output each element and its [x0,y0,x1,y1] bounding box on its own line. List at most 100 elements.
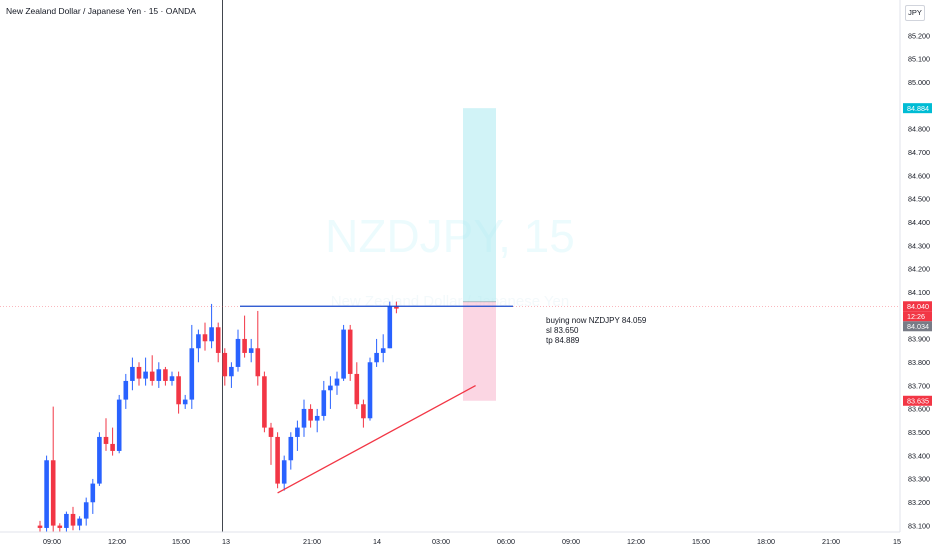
candle-body [189,348,195,400]
price-tick-label: 83.500 [908,428,930,437]
candle-body [347,329,353,374]
candle [44,455,49,532]
target-price-label-text: 84.884 [907,104,929,113]
candle-body [295,427,300,437]
stop-zone[interactable] [463,301,496,401]
candle-body [314,415,320,421]
candle [328,376,333,409]
candle-body [176,376,181,405]
candle-body [143,371,148,379]
candle [163,366,168,386]
symbol-title[interactable]: New Zealand Dollar / Japanese Yen · 15 ·… [6,6,196,16]
candle-body [116,399,122,451]
candle [130,357,135,391]
price-tick-label: 84.200 [908,265,930,274]
candle-body [341,329,346,379]
candle [380,334,386,363]
candle-body [387,306,393,349]
stop-price-label-text: 83.635 [907,396,929,405]
long-position-zones[interactable] [463,108,496,401]
note-line: sl 83.650 [546,326,579,335]
candle-body [64,513,69,528]
candle [215,322,221,363]
candle-body [57,525,63,528]
candle [176,371,181,414]
candle-body [235,338,241,367]
candle-body [380,348,386,353]
time-tick-label: 09:00 [43,537,61,546]
bar-countdown-label-bg [903,311,932,322]
candle [235,329,241,372]
time-tick-label: 15:00 [172,537,190,546]
note-line: tp 84.889 [546,336,580,345]
price-tick-label: 85.000 [908,78,930,87]
time-tick-label: 12:00 [627,537,645,546]
candle [189,324,195,409]
trend-line[interactable] [277,385,476,494]
candle-body [367,362,373,419]
candles-layer [37,301,399,532]
candle-body [182,399,188,405]
target-zone[interactable] [463,108,496,302]
price-tick-label: 84.400 [908,218,930,227]
candle [116,394,122,454]
time-tick-label: 12:00 [108,537,126,546]
candle [143,357,148,386]
candle-body [334,378,340,386]
price-tick-label: 83.700 [908,381,930,390]
candle-body [202,334,208,342]
time-tick-label: 15:00 [692,537,710,546]
candle-body [156,369,162,381]
candle [288,432,294,470]
price-tick-label: 83.100 [908,521,930,530]
candle-body [136,366,142,379]
candle [182,394,188,409]
bar-countdown-label-text: 12:26 [907,312,925,321]
candle [387,301,393,349]
position-note[interactable]: buying now NZDJPY 84.059 sl 83.650 tp 84… [546,316,647,345]
bar-countdown-label: 12:26 [903,311,932,322]
candle [374,338,379,367]
candle [314,408,320,433]
candle [281,455,287,491]
candle [50,406,56,532]
candle [268,422,274,465]
stop-price-label: 83.635 [903,395,932,406]
target-price-label: 84.884 [903,103,932,114]
candle [301,399,307,437]
candle [295,420,300,451]
price-tick-label: 84.600 [908,171,930,180]
price-tick-label: 84.500 [908,195,930,204]
price-tick-label: 85.200 [908,31,930,40]
candle [202,322,208,351]
price-tick-label: 84.800 [908,125,930,134]
price-tick-label: 83.900 [908,335,930,344]
candle [196,329,201,363]
drawings-layer[interactable] [240,305,513,494]
bid-price-label-text: 84.034 [907,322,929,331]
candle-body [90,483,96,503]
price-axis[interactable]: 85.20085.10085.00084.90084.80084.70084.6… [899,0,930,532]
candle-body [374,352,379,363]
candle-body [103,436,109,444]
candle-body [328,385,333,391]
candle-body [130,366,135,381]
candle-body [209,327,214,342]
price-tick-label: 83.600 [908,405,930,414]
time-tick-label: 14 [373,537,381,546]
price-tick-label: 83.200 [908,498,930,507]
candle [394,301,399,314]
time-axis[interactable]: 09:00 12:00 15:00 13 21:00 14 03:00 06:00 09:00 1… [0,531,901,546]
watermark-description: New Zealand Dollar / Japanese Yen [331,293,570,310]
candle [275,432,280,489]
candle [83,497,89,526]
candle-body [268,427,274,437]
currency-button[interactable]: JPY [905,5,925,21]
candle [77,516,82,531]
candle [262,371,267,433]
candle [64,511,69,532]
time-tick-label: 06:00 [497,537,515,546]
